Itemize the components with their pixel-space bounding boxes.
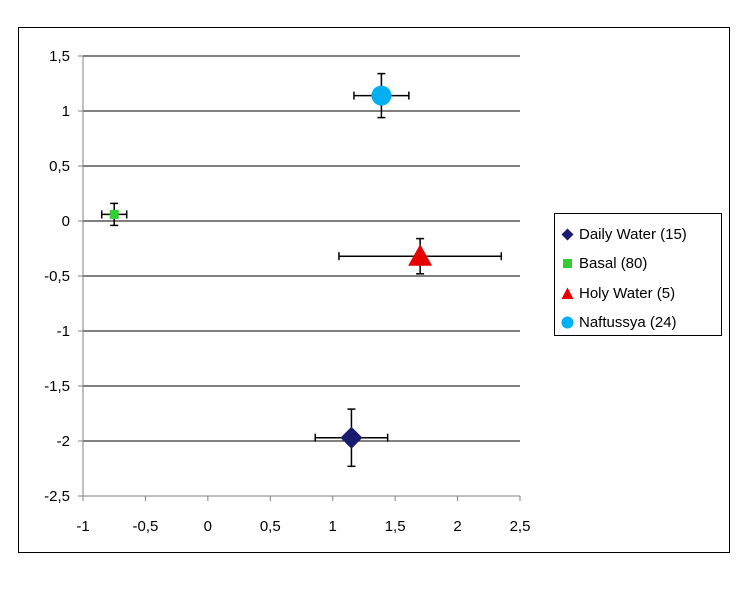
- square-marker-icon: [561, 257, 574, 270]
- legend-item-holy-water: Holy Water (5): [561, 283, 675, 303]
- circle-marker-icon: [561, 316, 574, 329]
- x-tick-label: 2,5: [510, 518, 531, 535]
- y-tick-label: -0,5: [44, 268, 70, 285]
- x-tick-label: 1: [329, 518, 337, 535]
- y-tick-label: -2: [57, 433, 70, 450]
- legend-item-basal: Basal (80): [561, 253, 647, 273]
- y-tick-label: 1,5: [49, 48, 70, 65]
- legend-label: Holy Water (5): [579, 284, 676, 302]
- legend-label: Naftussya (24): [579, 313, 677, 331]
- y-tick-label: 0,5: [49, 158, 70, 175]
- y-tick-label: 1: [62, 103, 70, 120]
- data-point-circle: [371, 85, 392, 106]
- legend-label: Basal (80): [579, 254, 648, 272]
- diamond-marker-icon: [561, 228, 574, 241]
- data-point-triangle: [408, 244, 433, 266]
- data-point-diamond: [340, 426, 363, 449]
- x-tick-label: 0: [204, 518, 212, 535]
- x-tick-label: -1: [76, 518, 89, 535]
- y-tick-label: -1: [57, 323, 70, 340]
- legend-item-naftussya: Naftussya (24): [561, 312, 677, 332]
- legend: Daily Water (15) Basal (80) Holy Water (…: [554, 213, 722, 336]
- data-point-square: [109, 209, 119, 219]
- y-tick-label: 0: [62, 213, 70, 230]
- legend-item-daily-water: Daily Water (15): [561, 224, 687, 244]
- y-tick-label: -1,5: [44, 378, 70, 395]
- x-tick-label: 1,5: [385, 518, 406, 535]
- y-tick-label: -2,5: [44, 488, 70, 505]
- triangle-marker-icon: [561, 287, 574, 300]
- x-tick-label: 0,5: [260, 518, 281, 535]
- legend-label: Daily Water (15): [579, 225, 687, 243]
- x-tick-label: -0,5: [132, 518, 158, 535]
- x-tick-label: 2: [453, 518, 461, 535]
